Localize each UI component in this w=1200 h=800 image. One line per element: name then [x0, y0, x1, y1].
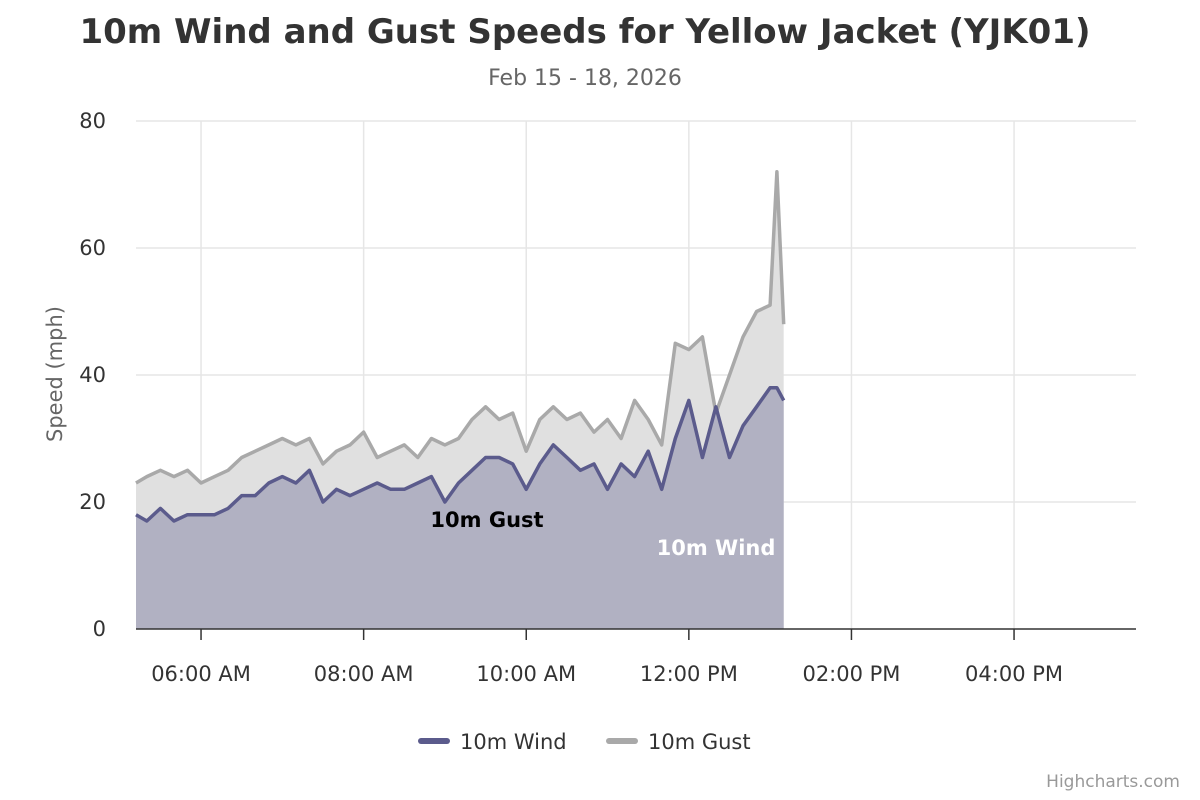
- x-tick-label: 08:00 AM: [314, 662, 414, 686]
- wind-line: [135, 385, 786, 523]
- legend-label: 10m Wind: [460, 730, 567, 754]
- gust-series-label: 10m Gust: [430, 508, 543, 532]
- series-labels: 10m Gust 10m Wind: [430, 508, 775, 560]
- chart-subtitle: Feb 15 - 18, 2026: [488, 66, 682, 91]
- legend-label: 10m Gust: [648, 730, 751, 754]
- legend-item[interactable]: 10m Wind: [418, 730, 567, 754]
- x-tick-label: 12:00 PM: [640, 662, 738, 686]
- x-tick-label: 04:00 PM: [965, 662, 1063, 686]
- wind-series-label: 10m Wind: [657, 536, 776, 560]
- y-tick-label: 40: [79, 363, 106, 387]
- y-tick-label: 0: [93, 617, 106, 641]
- legend-symbol: [418, 738, 450, 744]
- x-tick-label: 02:00 PM: [802, 662, 900, 686]
- series-lines: [135, 170, 786, 523]
- y-tick-label: 80: [79, 109, 106, 133]
- x-tick-label: 06:00 AM: [151, 662, 251, 686]
- y-axis-title: Speed (mph): [43, 306, 67, 442]
- series-areas: [136, 171, 784, 630]
- axes: 0 20 40 60 80 06:00 AM 08:00 AM 10:00 AM 12:00 P…: [79, 109, 1136, 686]
- gust-line: [135, 170, 786, 485]
- wind-area: [136, 387, 784, 629]
- y-tick-label: 60: [79, 236, 106, 260]
- legend-item[interactable]: 10m Gust: [606, 730, 751, 754]
- chart-title: 10m Wind and Gust Speeds for Yellow Jack…: [79, 12, 1091, 52]
- x-tick-label: 10:00 AM: [476, 662, 576, 686]
- legend-symbol: [606, 738, 638, 744]
- legend: 10m Wind 10m Gust: [418, 730, 751, 754]
- y-tick-label: 20: [79, 490, 106, 514]
- credits-link[interactable]: Highcharts.com: [1046, 772, 1180, 792]
